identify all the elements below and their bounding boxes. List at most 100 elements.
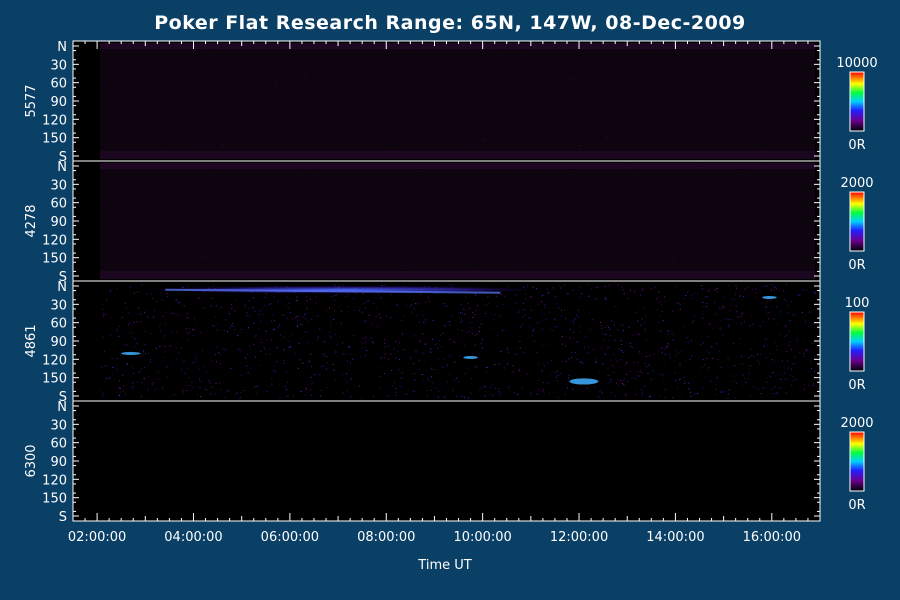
noise-speckle xyxy=(368,314,370,316)
noise-speckle xyxy=(279,324,281,326)
noise-speckle xyxy=(799,352,801,354)
noise-speckle xyxy=(482,338,484,340)
noise-speckle xyxy=(400,377,402,379)
noise-speckle xyxy=(729,304,731,306)
noise-speckle xyxy=(211,386,213,388)
noise-speckle xyxy=(728,285,730,287)
noise-speckle xyxy=(557,326,559,328)
noise-speckle xyxy=(274,83,276,85)
noise-speckle xyxy=(557,374,559,376)
noise-speckle xyxy=(756,296,758,298)
noise-speckle xyxy=(547,288,549,290)
noise-speckle xyxy=(710,380,712,382)
noise-speckle xyxy=(749,325,751,327)
y-tick-label: S xyxy=(59,270,67,285)
noise-speckle xyxy=(335,334,337,336)
noise-speckle xyxy=(262,314,264,316)
noise-speckle xyxy=(664,348,666,350)
noise-speckle xyxy=(600,57,602,59)
noise-speckle xyxy=(216,346,218,348)
noise-speckle xyxy=(484,395,486,397)
noise-speckle xyxy=(522,316,524,318)
noise-speckle xyxy=(557,285,559,287)
noise-speckle xyxy=(638,198,640,200)
noise-speckle xyxy=(668,353,670,355)
noise-speckle xyxy=(471,333,473,335)
noise-speckle xyxy=(248,308,250,310)
noise-speckle xyxy=(675,285,677,287)
noise-speckle xyxy=(786,178,788,180)
noise-speckle xyxy=(523,286,525,288)
noise-speckle xyxy=(274,328,276,330)
noise-speckle xyxy=(555,376,557,378)
noise-speckle xyxy=(562,121,564,123)
noise-speckle xyxy=(266,390,268,392)
noise-speckle xyxy=(305,394,307,396)
noise-speckle xyxy=(613,324,615,326)
noise-speckle xyxy=(235,299,237,301)
noise-speckle xyxy=(522,351,524,353)
noise-speckle xyxy=(340,322,342,324)
noise-speckle xyxy=(460,312,462,314)
noise-speckle xyxy=(712,327,714,329)
noise-speckle xyxy=(747,286,749,288)
noise-speckle xyxy=(543,294,545,296)
noise-speckle xyxy=(424,361,426,363)
noise-speckle xyxy=(583,257,585,259)
noise-speckle xyxy=(610,392,612,394)
noise-speckle xyxy=(460,317,462,319)
noise-speckle xyxy=(735,233,737,235)
noise-speckle xyxy=(426,248,428,250)
noise-speckle xyxy=(387,345,389,347)
noise-speckle xyxy=(448,151,450,153)
noise-speckle xyxy=(788,330,790,332)
noise-speckle xyxy=(292,318,294,320)
noise-speckle xyxy=(587,284,589,286)
noise-speckle xyxy=(532,212,534,214)
noise-speckle xyxy=(607,374,609,376)
noise-speckle xyxy=(419,340,421,342)
noise-speckle xyxy=(568,375,570,377)
noise-speckle xyxy=(261,341,263,343)
noise-speckle xyxy=(454,341,456,343)
noise-speckle xyxy=(283,362,285,364)
noise-speckle xyxy=(448,321,450,323)
noise-speckle xyxy=(328,200,330,202)
noise-speckle xyxy=(166,366,168,368)
noise-speckle xyxy=(193,317,195,319)
noise-speckle xyxy=(232,325,234,327)
noise-speckle xyxy=(231,303,233,305)
noise-speckle xyxy=(528,316,530,318)
noise-speckle xyxy=(623,329,625,331)
noise-speckle xyxy=(359,218,361,220)
noise-speckle xyxy=(246,365,248,367)
noise-speckle xyxy=(609,328,611,330)
noise-speckle xyxy=(740,256,742,258)
noise-speckle xyxy=(196,355,198,357)
noise-speckle xyxy=(728,389,730,391)
noise-speckle xyxy=(426,394,428,396)
noise-speckle xyxy=(381,284,383,286)
noise-speckle xyxy=(413,205,415,207)
noise-speckle xyxy=(418,359,420,361)
noise-speckle xyxy=(707,335,709,337)
noise-speckle xyxy=(236,108,238,110)
noise-speckle xyxy=(750,128,752,130)
noise-speckle xyxy=(492,395,494,397)
noise-speckle xyxy=(583,346,585,348)
noise-speckle xyxy=(803,383,805,385)
noise-speckle xyxy=(395,341,397,343)
noise-speckle xyxy=(617,384,619,386)
noise-speckle xyxy=(269,353,271,355)
noise-speckle xyxy=(755,292,757,294)
noise-speckle xyxy=(731,298,733,300)
noise-speckle xyxy=(185,317,187,319)
noise-speckle xyxy=(535,88,537,90)
emission-spot xyxy=(569,378,599,385)
noise-speckle xyxy=(650,288,652,290)
noise-speckle xyxy=(663,361,665,363)
noise-speckle xyxy=(634,290,636,292)
noise-speckle xyxy=(259,314,261,316)
noise-speckle xyxy=(543,365,545,367)
